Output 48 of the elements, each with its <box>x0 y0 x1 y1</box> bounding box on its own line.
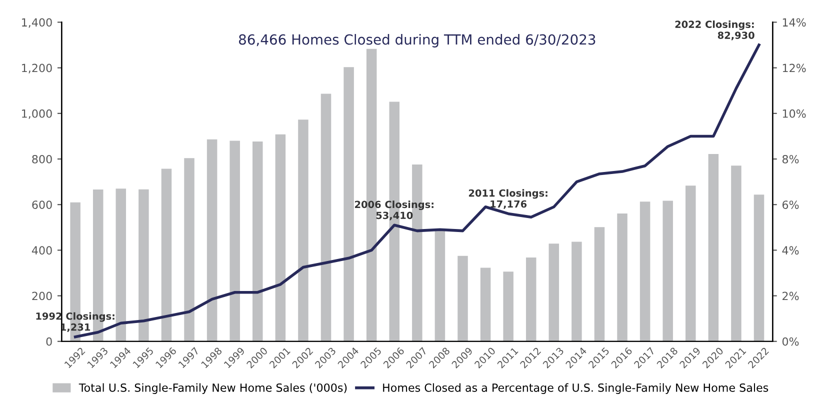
y-tick-label: 400 <box>32 246 52 255</box>
bar <box>320 94 332 342</box>
y2-tick-label: 14% <box>782 18 806 27</box>
bar <box>640 202 650 342</box>
y2-tick-label: 0% <box>782 337 799 346</box>
bar <box>708 154 719 342</box>
y-tick-label: 1,200 <box>22 64 52 74</box>
bar <box>686 186 696 342</box>
bar <box>731 166 742 342</box>
bar <box>458 256 468 342</box>
y-tick-label: 1,400 <box>22 18 52 28</box>
bar <box>754 194 764 342</box>
y2-tick-label: 6% <box>782 200 799 209</box>
bar <box>116 188 126 342</box>
y2-tick-label: 2% <box>782 292 799 300</box>
bar <box>480 268 491 342</box>
legend-label: Total U.S. Single-Family New Home Sales ('000s) <box>78 383 347 394</box>
bar <box>230 140 240 342</box>
bar <box>503 272 514 342</box>
y-tick-label: 200 <box>32 292 52 300</box>
y-tick-label: 1,000 <box>22 109 52 119</box>
y2-tick-label: 4% <box>782 246 799 255</box>
annotation: 2022 Closings: 82,930 <box>675 20 754 40</box>
bar <box>344 67 354 342</box>
y2-tick-label: 12% <box>782 64 806 72</box>
y-tick-label: 600 <box>32 200 52 209</box>
bar <box>526 257 536 342</box>
bar <box>275 134 286 342</box>
bar <box>184 158 194 342</box>
bar <box>252 141 263 342</box>
bar <box>138 189 149 342</box>
text: 86,466 Homes Closed during TTM ended 6/30/2023 <box>238 34 596 48</box>
bar <box>161 168 172 342</box>
y2-tick-label: 10% <box>782 109 806 118</box>
y-tick-label: 0 <box>46 337 52 346</box>
y2-tick-label: 8% <box>782 154 799 164</box>
legend-label: Homes Closed as a Percentage of U.S. Single-Family New Home Sales <box>383 383 768 394</box>
bar <box>617 213 628 342</box>
bar <box>572 242 582 342</box>
annotation: 2011 Closings: 17,176 <box>468 189 548 209</box>
bar <box>594 227 605 342</box>
bar <box>298 120 308 342</box>
annotation: 2006 Closings: 53,410 <box>355 200 434 220</box>
bar <box>206 139 218 342</box>
bar <box>434 230 446 342</box>
bar <box>662 200 673 342</box>
y-tick-label: 800 <box>32 154 52 164</box>
bar <box>548 244 560 342</box>
